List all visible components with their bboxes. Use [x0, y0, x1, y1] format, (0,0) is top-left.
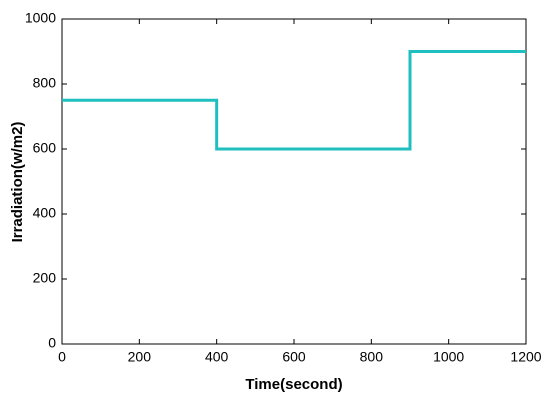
- y-tick-label: 200: [33, 270, 57, 286]
- y-tick-label: 1000: [25, 10, 56, 26]
- y-tick-label: 0: [48, 335, 56, 351]
- y-tick-label: 600: [33, 140, 57, 156]
- x-axis-label: Time(second): [245, 376, 342, 393]
- x-tick-label: 800: [360, 349, 384, 365]
- plot-frame: [61, 18, 527, 345]
- line-series: [62, 50, 526, 151]
- x-tick-label: 200: [128, 349, 152, 365]
- y-tick-label: 800: [33, 75, 57, 91]
- y-axis-label: Irradiation(w/m2): [9, 122, 26, 243]
- x-tick-label: 1200: [510, 349, 541, 365]
- x-tick-label: 1000: [433, 349, 464, 365]
- x-tick-label: 400: [205, 349, 229, 365]
- x-tick-label: 0: [58, 349, 66, 365]
- y-tick-label: 400: [33, 205, 57, 221]
- x-tick-label: 600: [282, 349, 306, 365]
